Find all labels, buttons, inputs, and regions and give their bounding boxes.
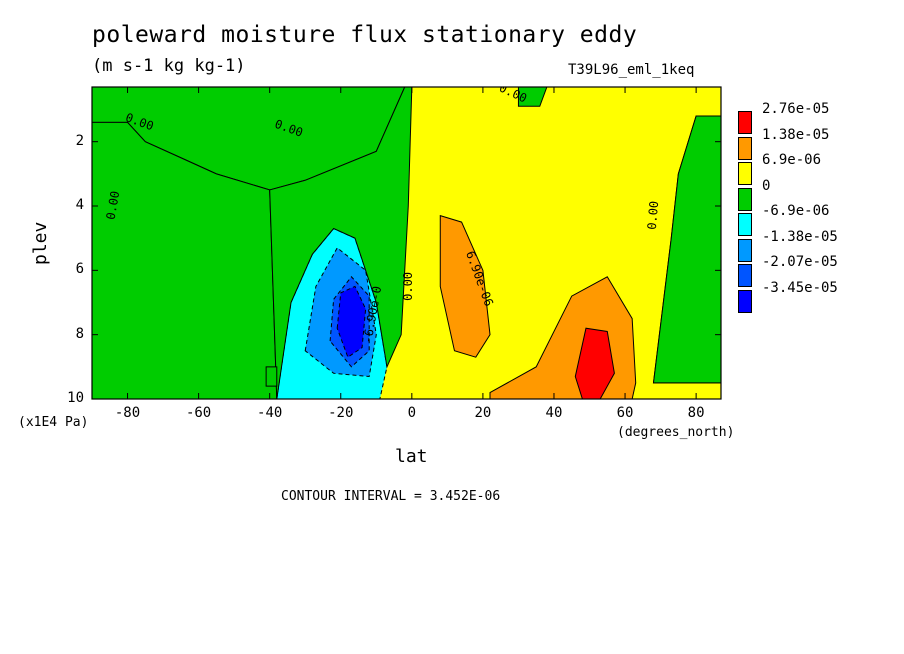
legend-label: 0 bbox=[762, 177, 771, 194]
legend-swatch bbox=[738, 111, 752, 134]
legend-label: -3.45e-05 bbox=[762, 279, 838, 296]
contour-interval: CONTOUR INTERVAL = 3.452E-06 bbox=[281, 489, 501, 504]
legend-swatch bbox=[738, 136, 752, 160]
legend-label: 6.9e-06 bbox=[762, 152, 822, 168]
x-unit-label: (degrees_north) bbox=[617, 425, 735, 440]
y-unit-label: (x1E4 Pa) bbox=[18, 415, 89, 430]
legend-label: -1.38e-05 bbox=[762, 228, 838, 245]
y-tick-label: 10 bbox=[67, 390, 84, 406]
legend-swatch bbox=[738, 187, 752, 211]
x-tick-label: 0 bbox=[407, 405, 417, 421]
run-label: T39L96_eml_1keq bbox=[568, 62, 695, 78]
contour-region-7 bbox=[336, 285, 367, 358]
legend-swatch bbox=[738, 162, 752, 185]
legend-label: -2.07e-05 bbox=[762, 254, 838, 270]
x-tick-label: 40 bbox=[545, 405, 563, 421]
y-tick-label: 2 bbox=[75, 132, 84, 149]
contour-region-11 bbox=[652, 115, 721, 384]
y-tick-label: 6 bbox=[75, 261, 84, 278]
x-tick-label: -60 bbox=[185, 405, 212, 421]
x-tick-label: -80 bbox=[114, 405, 141, 421]
y-tick-label: 4 bbox=[75, 197, 84, 213]
legend-swatch bbox=[738, 238, 752, 262]
x-tick-label: 60 bbox=[616, 405, 634, 421]
legend-swatch bbox=[738, 289, 752, 313]
contour-region-13 bbox=[517, 87, 548, 107]
contour-region-3 bbox=[574, 327, 615, 399]
x-tick-label: -40 bbox=[257, 405, 283, 421]
contour-region-12 bbox=[265, 366, 278, 387]
y-tick-label: 8 bbox=[75, 325, 84, 342]
contour-region-1 bbox=[439, 214, 491, 358]
x-axis-label: lat bbox=[395, 446, 428, 467]
x-tick-label: -20 bbox=[328, 405, 354, 421]
contour-region-9 bbox=[92, 121, 278, 399]
legend-label: 2.76e-05 bbox=[762, 101, 830, 117]
contour-label-3: 0.00 bbox=[401, 272, 415, 301]
contour-label-5: 0.00 bbox=[645, 200, 661, 230]
y-axis-label: plev bbox=[30, 221, 51, 265]
legend-label: -6.9e-06 bbox=[762, 203, 830, 219]
legend-swatch bbox=[738, 213, 752, 236]
contour-region-10 bbox=[269, 87, 413, 399]
chart-title: poleward moisture flux stationary eddy bbox=[92, 22, 638, 48]
contour-fields: 0.00 0.000.000.000.000.006.90e-06-6.90e-0 bbox=[92, 87, 721, 399]
plot-frame bbox=[91, 86, 722, 400]
legend-label: 1.38e-05 bbox=[762, 126, 830, 143]
contour-label-2: 0.00 bbox=[104, 190, 123, 221]
legend-swatch bbox=[738, 264, 752, 287]
chart-units: (m s-1 kg kg-1) bbox=[92, 56, 246, 76]
x-tick-label: 20 bbox=[474, 405, 492, 421]
x-tick-label: 80 bbox=[687, 405, 705, 421]
